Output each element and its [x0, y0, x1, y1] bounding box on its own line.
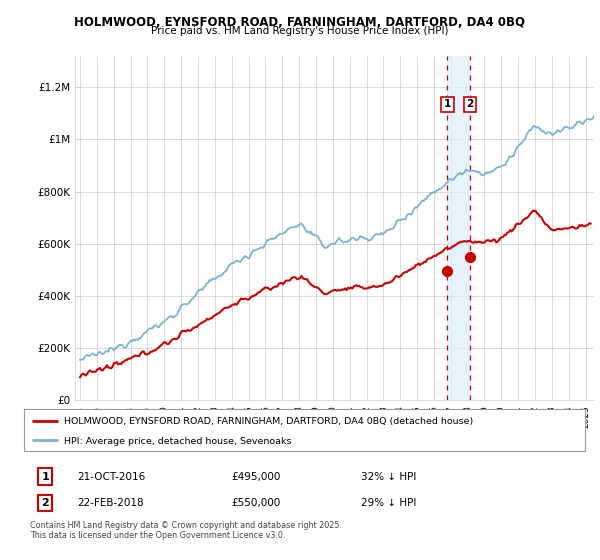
Text: HPI: Average price, detached house, Sevenoaks: HPI: Average price, detached house, Seve…	[64, 437, 292, 446]
Bar	[448, 56, 470, 400]
Text: 2: 2	[41, 498, 49, 508]
Text: HOLMWOOD, EYNSFORD ROAD, FARNINGHAM, DARTFORD, DA4 0BQ: HOLMWOOD, EYNSFORD ROAD, FARNINGHAM, DAR…	[74, 16, 526, 29]
Text: 32% ↓ HPI: 32% ↓ HPI	[361, 472, 416, 482]
Text: 21-OCT-2016: 21-OCT-2016	[77, 472, 146, 482]
Text: 2: 2	[467, 99, 474, 109]
Text: £495,000: £495,000	[232, 472, 281, 482]
Text: 29% ↓ HPI: 29% ↓ HPI	[361, 498, 416, 508]
Text: 22-FEB-2018: 22-FEB-2018	[77, 498, 144, 508]
Text: Contains HM Land Registry data © Crown copyright and database right 2025.
This d: Contains HM Land Registry data © Crown c…	[29, 521, 341, 540]
Text: Price paid vs. HM Land Registry's House Price Index (HPI): Price paid vs. HM Land Registry's House …	[151, 26, 449, 36]
Text: 1: 1	[41, 472, 49, 482]
Text: HOLMWOOD, EYNSFORD ROAD, FARNINGHAM, DARTFORD, DA4 0BQ (detached house): HOLMWOOD, EYNSFORD ROAD, FARNINGHAM, DAR…	[64, 417, 473, 426]
Text: £550,000: £550,000	[232, 498, 281, 508]
Text: 1: 1	[444, 99, 451, 109]
